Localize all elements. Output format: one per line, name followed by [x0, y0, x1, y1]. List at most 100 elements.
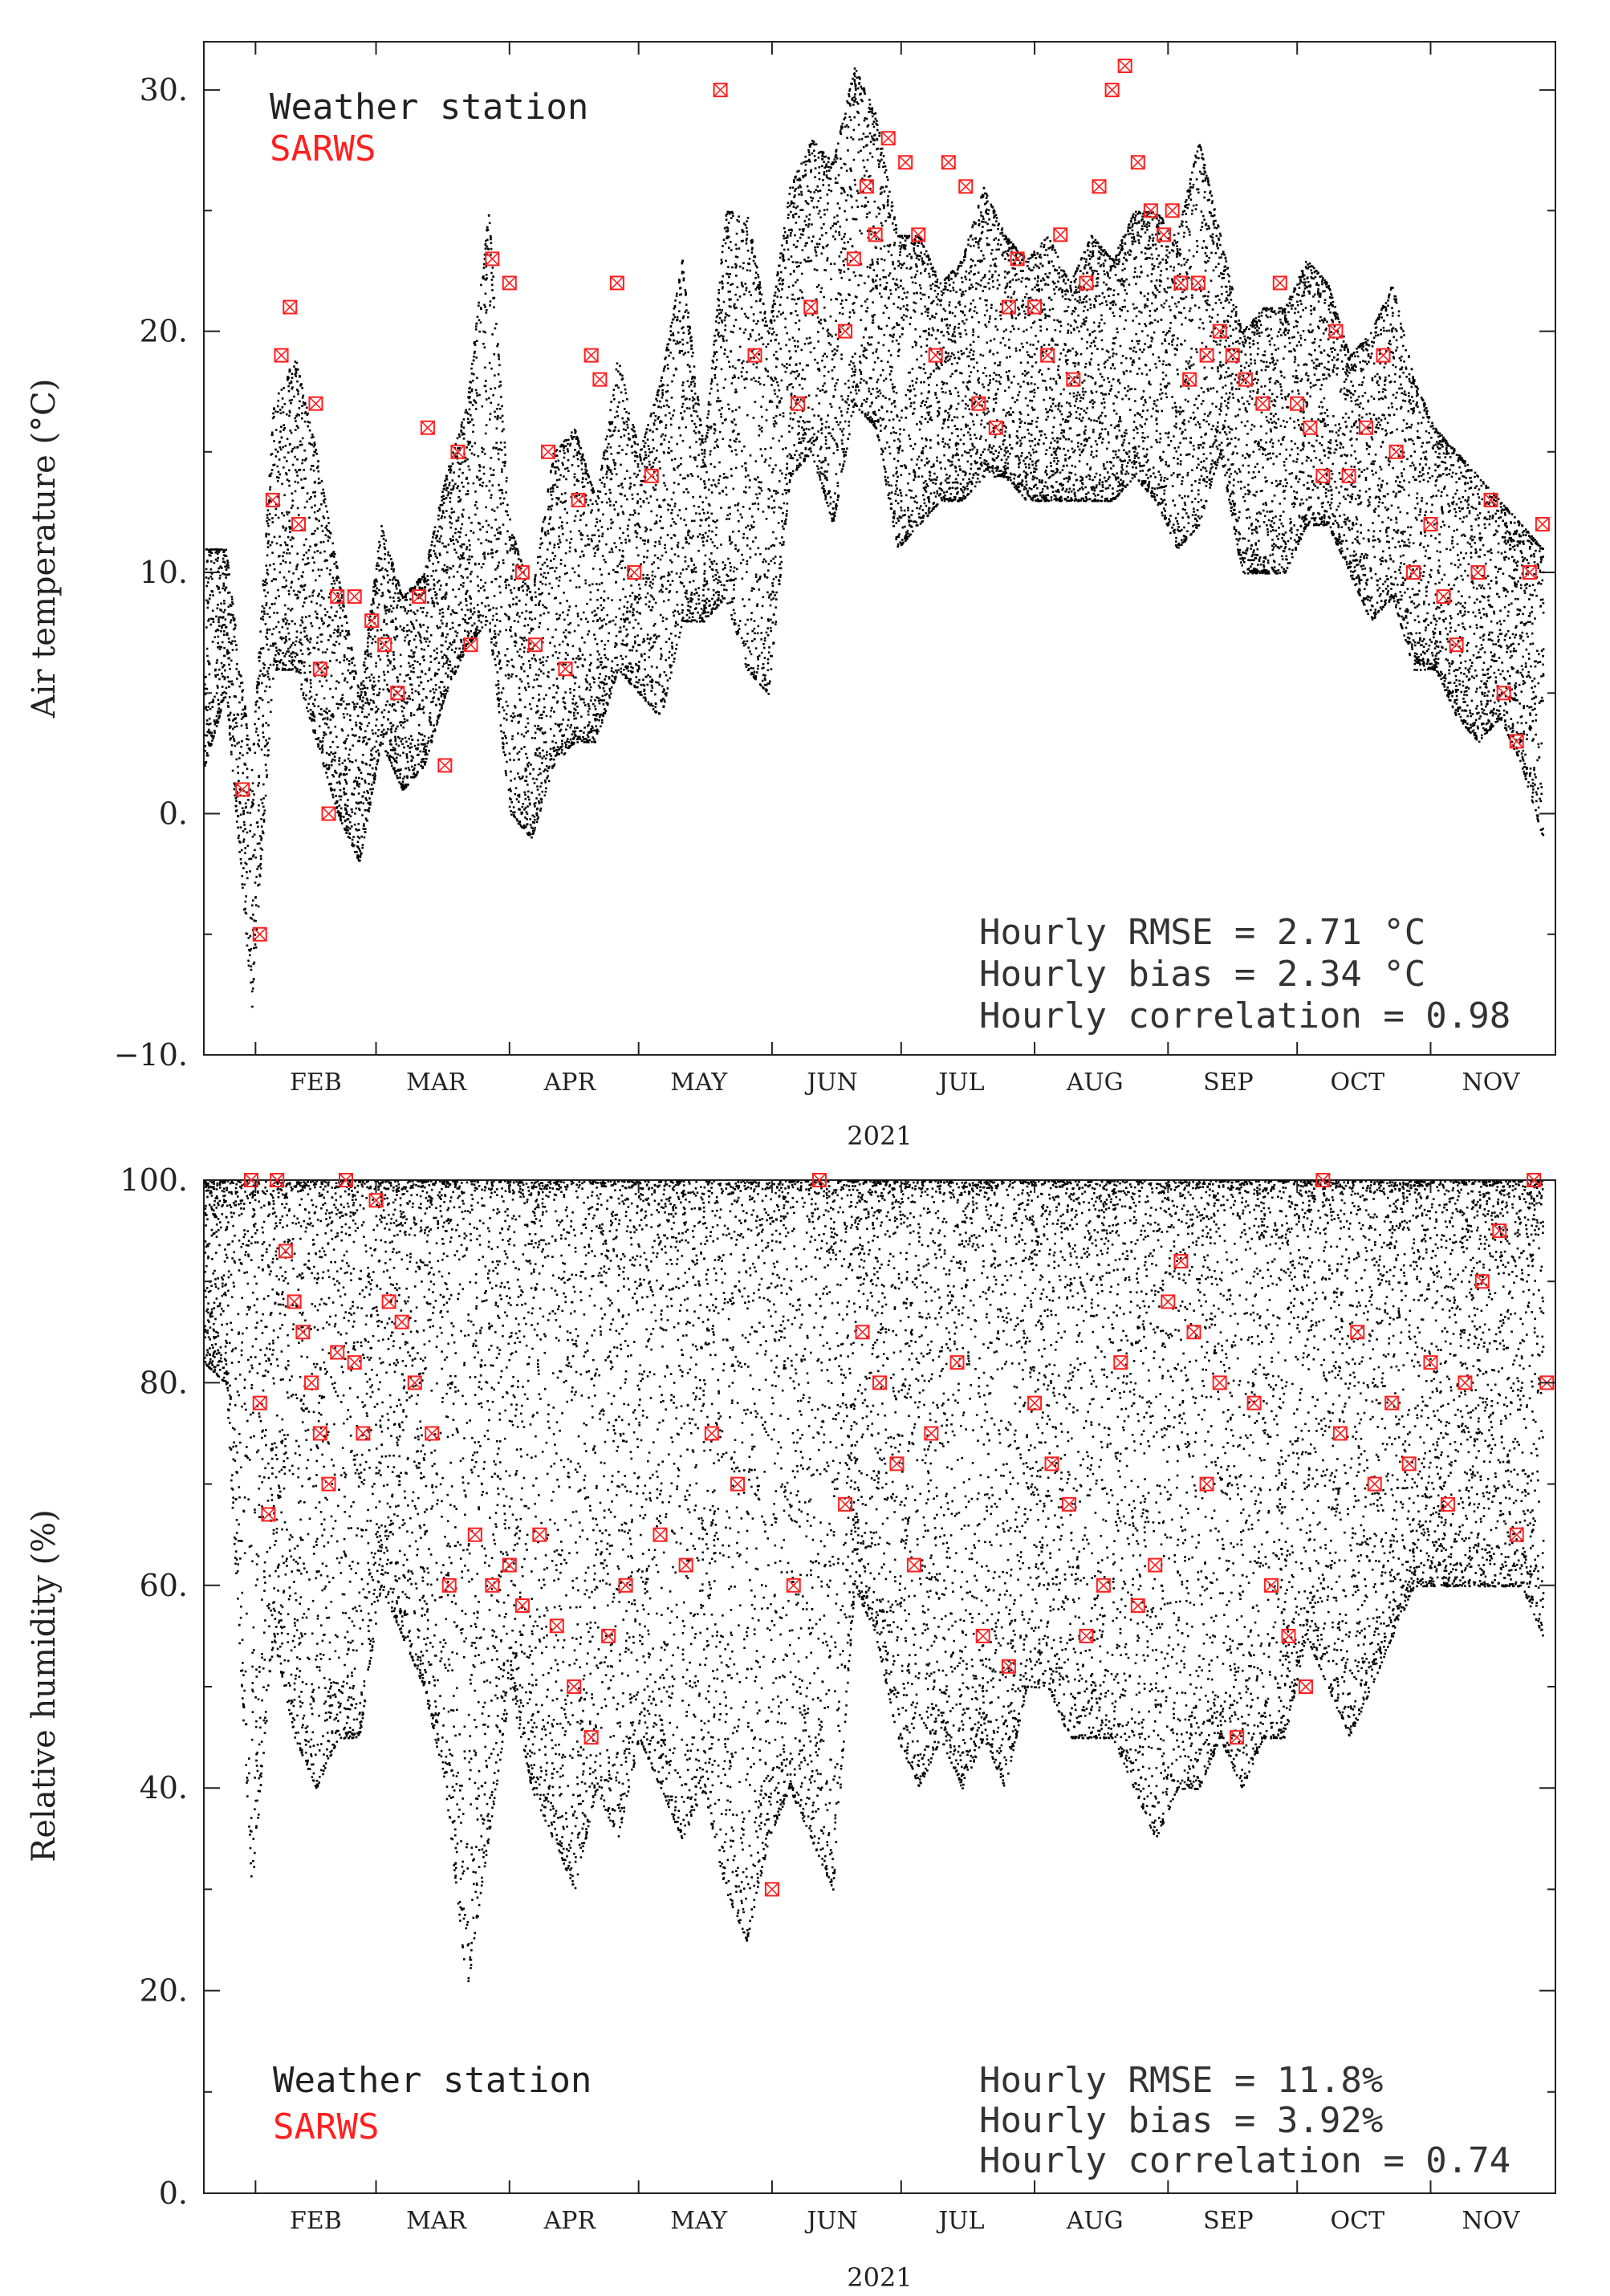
- station-point: [413, 767, 416, 770]
- station-point: [514, 787, 518, 790]
- station-point: [586, 535, 589, 537]
- station-point: [462, 552, 465, 555]
- station-point: [428, 640, 431, 643]
- station-point: [483, 346, 486, 349]
- station-point: [445, 489, 448, 491]
- station-point: [569, 444, 571, 447]
- station-point: [520, 747, 523, 750]
- station-point: [486, 226, 489, 229]
- station-point: [216, 719, 218, 722]
- station-point: [371, 684, 374, 687]
- station-point: [371, 708, 374, 710]
- station-point: [226, 649, 229, 652]
- station-point: [315, 694, 318, 696]
- station-point: [236, 791, 238, 793]
- station-point: [380, 741, 382, 744]
- station-point: [351, 761, 354, 763]
- station-point: [516, 650, 519, 653]
- station-point: [542, 604, 544, 607]
- station-point: [214, 674, 217, 677]
- station-point: [271, 417, 274, 420]
- station-point: [529, 824, 532, 826]
- station-point: [612, 394, 615, 397]
- station-point: [437, 668, 440, 671]
- station-point: [566, 600, 568, 602]
- station-point: [296, 458, 299, 461]
- station-point: [328, 783, 331, 786]
- station-point: [582, 486, 584, 488]
- station-point: [567, 438, 570, 442]
- station-point: [361, 687, 364, 690]
- station-point: [575, 605, 578, 608]
- station-point: [335, 807, 338, 809]
- station-point: [528, 611, 531, 614]
- station-point: [283, 541, 287, 543]
- station-point: [609, 491, 612, 495]
- station-point: [262, 714, 265, 718]
- station-point: [207, 706, 209, 708]
- station-point: [364, 692, 367, 694]
- station-point: [309, 637, 312, 641]
- station-point: [364, 653, 367, 655]
- station-point: [413, 667, 415, 670]
- station-point: [533, 821, 535, 824]
- station-point: [393, 769, 396, 772]
- station-point: [467, 465, 470, 468]
- station-point: [490, 494, 493, 496]
- station-point: [357, 695, 360, 698]
- station-point: [449, 628, 452, 630]
- station-point: [602, 687, 605, 690]
- station-point: [311, 710, 315, 714]
- station-point: [291, 450, 293, 453]
- station-point: [349, 686, 352, 690]
- station-point: [283, 637, 285, 640]
- station-point: [519, 778, 522, 780]
- station-point: [550, 494, 553, 496]
- station-point: [574, 449, 576, 451]
- station-point: [602, 712, 605, 714]
- station-point: [253, 793, 255, 796]
- station-point: [478, 616, 480, 619]
- station-point: [277, 516, 280, 519]
- station-point: [488, 222, 491, 225]
- station-point: [594, 637, 597, 641]
- station-point: [461, 513, 464, 516]
- station-point: [259, 863, 262, 865]
- station-point: [563, 706, 566, 708]
- station-point: [582, 698, 585, 701]
- station-point: [247, 959, 250, 963]
- station-point: [579, 698, 582, 701]
- station-point: [254, 896, 257, 898]
- station-point: [577, 479, 580, 482]
- station-point: [563, 564, 567, 567]
- station-point: [303, 506, 307, 509]
- station-point: [528, 798, 531, 801]
- station-point: [331, 651, 334, 654]
- station-point: [596, 548, 599, 552]
- station-point: [470, 452, 474, 455]
- station-point: [600, 609, 604, 612]
- station-point: [436, 581, 439, 584]
- station-point: [534, 584, 536, 587]
- station-point: [542, 576, 545, 578]
- station-point: [355, 801, 358, 804]
- station-point: [352, 657, 355, 659]
- station-point: [474, 628, 478, 630]
- station-point: [335, 629, 339, 633]
- station-point: [501, 429, 504, 433]
- station-point: [592, 568, 595, 570]
- station-point: [262, 783, 265, 786]
- station-point: [570, 724, 572, 727]
- station-point: [348, 748, 352, 751]
- station-point: [311, 434, 314, 436]
- station-point: [314, 530, 316, 532]
- station-point: [594, 708, 597, 710]
- station-point: [442, 596, 445, 598]
- station-point: [209, 723, 212, 725]
- station-point: [468, 442, 470, 445]
- station-point: [596, 495, 600, 498]
- station-point: [321, 530, 324, 532]
- station-point: [596, 696, 598, 698]
- station-point: [372, 680, 376, 683]
- station-point: [457, 516, 460, 519]
